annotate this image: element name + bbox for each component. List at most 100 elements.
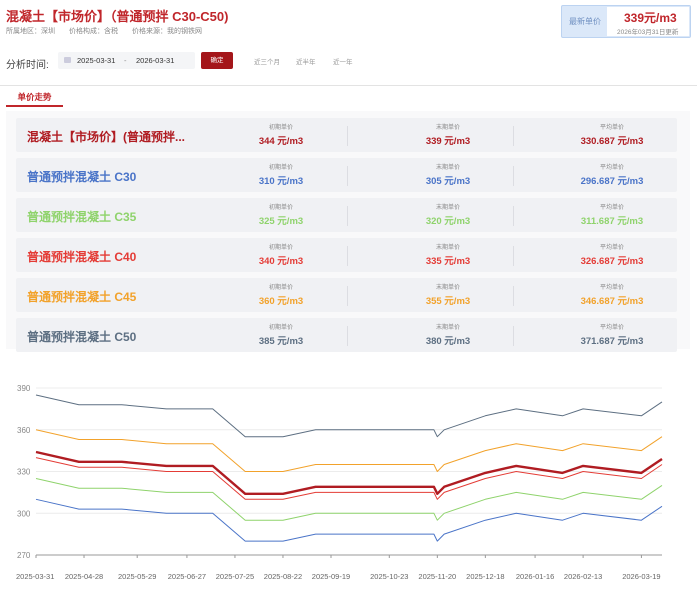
row-name: 普通预拌混凝土 C50 (27, 330, 137, 344)
x-tick-label: 2025-10-23 (370, 572, 408, 581)
x-tick-label: 2026-02-13 (564, 572, 602, 581)
series-line (35, 457, 663, 500)
summary-row: 普通预拌混凝土 C45 初期单价 360 元/m3 末期单价 355 元/m3 平均单价 3… (16, 278, 677, 312)
stat-label: 末期单价 (435, 285, 460, 291)
end-date[interactable]: 2026-03-31 (136, 56, 175, 65)
date-range-picker[interactable]: 2025-03-31 - 2026-03-31 (58, 52, 195, 69)
stat-label: 初期单价 (268, 325, 293, 331)
stat-end: 末期单价 335 元/m3 (383, 242, 513, 267)
latest-price-label: 最新单价 (569, 17, 601, 26)
stat-label: 平均单价 (599, 245, 624, 251)
region-text: 所属地区：深圳 (6, 28, 55, 35)
stat-value: 355 元/m3 (425, 296, 471, 307)
tab-price-trend[interactable]: 单价走势 (17, 92, 52, 102)
row-name: 普通预拌混凝土 C45 (27, 290, 137, 304)
stat-value: 335 元/m3 (425, 256, 471, 267)
summary-row: 普通预拌混凝土 C35 初期单价 325 元/m3 末期单价 320 元/m3 平均单价 3… (16, 198, 677, 232)
x-tick-label: 2025-04-28 (65, 572, 103, 581)
x-tick-label: 2025-08-22 (264, 572, 302, 581)
row-separator (513, 286, 514, 306)
stat-start: 初期单价 344 元/m3 (216, 122, 346, 147)
latest-price-card: 最新单价 339元/m3 2026年03月31日更新 (561, 5, 691, 38)
row-separator (347, 246, 348, 266)
stat-label: 初期单价 (268, 165, 293, 171)
summary-row: 普通预拌混凝土 C40 初期单价 340 元/m3 末期单价 335 元/m3 平均单价 3… (16, 238, 677, 272)
series-line (35, 450, 663, 495)
stat-label: 末期单价 (435, 245, 460, 251)
stat-label: 平均单价 (599, 125, 624, 131)
stat-avg: 平均单价 326.687 元/m3 (547, 242, 677, 267)
y-tick-label: 270 (17, 551, 31, 560)
series-line (35, 498, 663, 542)
stat-value: 325 元/m3 (258, 216, 304, 227)
row-separator (347, 286, 348, 306)
stat-value: 311.687 元/m3 (580, 216, 644, 227)
stat-value: 305 元/m3 (425, 176, 471, 187)
confirm-button[interactable]: 确定 (201, 52, 233, 69)
stat-start: 初期单价 385 元/m3 (216, 322, 346, 347)
stat-label: 初期单价 (268, 205, 293, 211)
stat-value: 310 元/m3 (258, 176, 304, 187)
stat-label: 初期单价 (268, 125, 293, 131)
stat-value: 344 元/m3 (258, 136, 304, 147)
x-tick-label: 2025-06-27 (168, 572, 206, 581)
stat-end: 末期单价 339 元/m3 (383, 122, 513, 147)
quick-half-year[interactable]: 近半年 (296, 59, 316, 66)
stat-avg: 平均单价 330.687 元/m3 (547, 122, 677, 147)
row-separator (347, 126, 348, 146)
summary-row: 混凝土【市场价】(普通预拌... 初期单价 344 元/m3 末期单价 339 元/m3… (16, 118, 677, 152)
x-tick-label: 2025-07-25 (216, 572, 254, 581)
summary-row: 普通预拌混凝土 C30 初期单价 310 元/m3 末期单价 305 元/m3 平均单价 2… (16, 158, 677, 192)
row-separator (347, 326, 348, 346)
stat-value: 385 元/m3 (258, 336, 304, 347)
x-tick-label: 2025-03-31 (16, 572, 54, 581)
stat-value: 346.687 元/m3 (580, 296, 644, 307)
page-title: 混凝土【市场价】（普通预拌 C30-C50) (6, 9, 229, 24)
section-divider (0, 85, 697, 86)
source-text: 价格来源：我的钢铁网 (132, 28, 202, 35)
series-line (35, 394, 663, 438)
tab-active-indicator (6, 105, 63, 107)
stat-avg: 平均单价 296.687 元/m3 (547, 162, 677, 187)
stat-value: 340 元/m3 (258, 256, 304, 267)
row-separator (513, 166, 514, 186)
row-separator (347, 206, 348, 226)
stat-label: 平均单价 (599, 165, 624, 171)
price-trend-chart: 270 300 330 360 390 2025-03-31 2025-04-28 2025-… (16, 384, 663, 581)
y-tick-label: 360 (17, 426, 31, 435)
stat-label: 末期单价 (435, 125, 460, 131)
date-separator: - (124, 56, 127, 65)
series-line (35, 478, 663, 521)
y-tick-label: 330 (17, 468, 31, 477)
stat-end: 末期单价 380 元/m3 (383, 322, 513, 347)
quick-three-months[interactable]: 近三个月 (254, 59, 280, 66)
composition-text: 价格构成：含税 (69, 28, 118, 35)
x-tick-label: 2025-05-29 (118, 572, 156, 581)
series-line (35, 429, 663, 472)
start-date[interactable]: 2025-03-31 (77, 56, 116, 65)
latest-price-panel (607, 7, 689, 36)
stat-value: 339 元/m3 (425, 136, 471, 147)
stat-value: 326.687 元/m3 (580, 256, 644, 267)
stat-label: 平均单价 (599, 285, 624, 291)
x-tick-label: 2026-01-16 (516, 572, 554, 581)
x-tick-label: 2026-03-19 (622, 572, 660, 581)
stat-value: 330.687 元/m3 (580, 136, 644, 147)
summary-row: 普通预拌混凝土 C50 初期单价 385 元/m3 末期单价 380 元/m3 平均单价 3… (16, 318, 677, 352)
row-name: 普通预拌混凝土 C30 (27, 170, 137, 184)
y-tick-label: 390 (17, 384, 31, 393)
stat-avg: 平均单价 311.687 元/m3 (547, 202, 677, 227)
quick-one-year[interactable]: 近一年 (333, 59, 353, 66)
row-name: 混凝土【市场价】(普通预拌... (27, 130, 185, 144)
stat-value: 380 元/m3 (425, 336, 471, 347)
stat-end: 末期单价 320 元/m3 (383, 202, 513, 227)
row-separator (513, 326, 514, 346)
stat-label: 初期单价 (268, 285, 293, 291)
stat-value: 320 元/m3 (425, 216, 471, 227)
stat-value: 360 元/m3 (258, 296, 304, 307)
stat-end: 末期单价 305 元/m3 (383, 162, 513, 187)
row-name: 普通预拌混凝土 C40 (27, 250, 137, 264)
x-tick-label: 2025-11-20 (418, 572, 456, 581)
row-separator (513, 126, 514, 146)
analysis-time-label: 分析时间: (6, 60, 49, 71)
